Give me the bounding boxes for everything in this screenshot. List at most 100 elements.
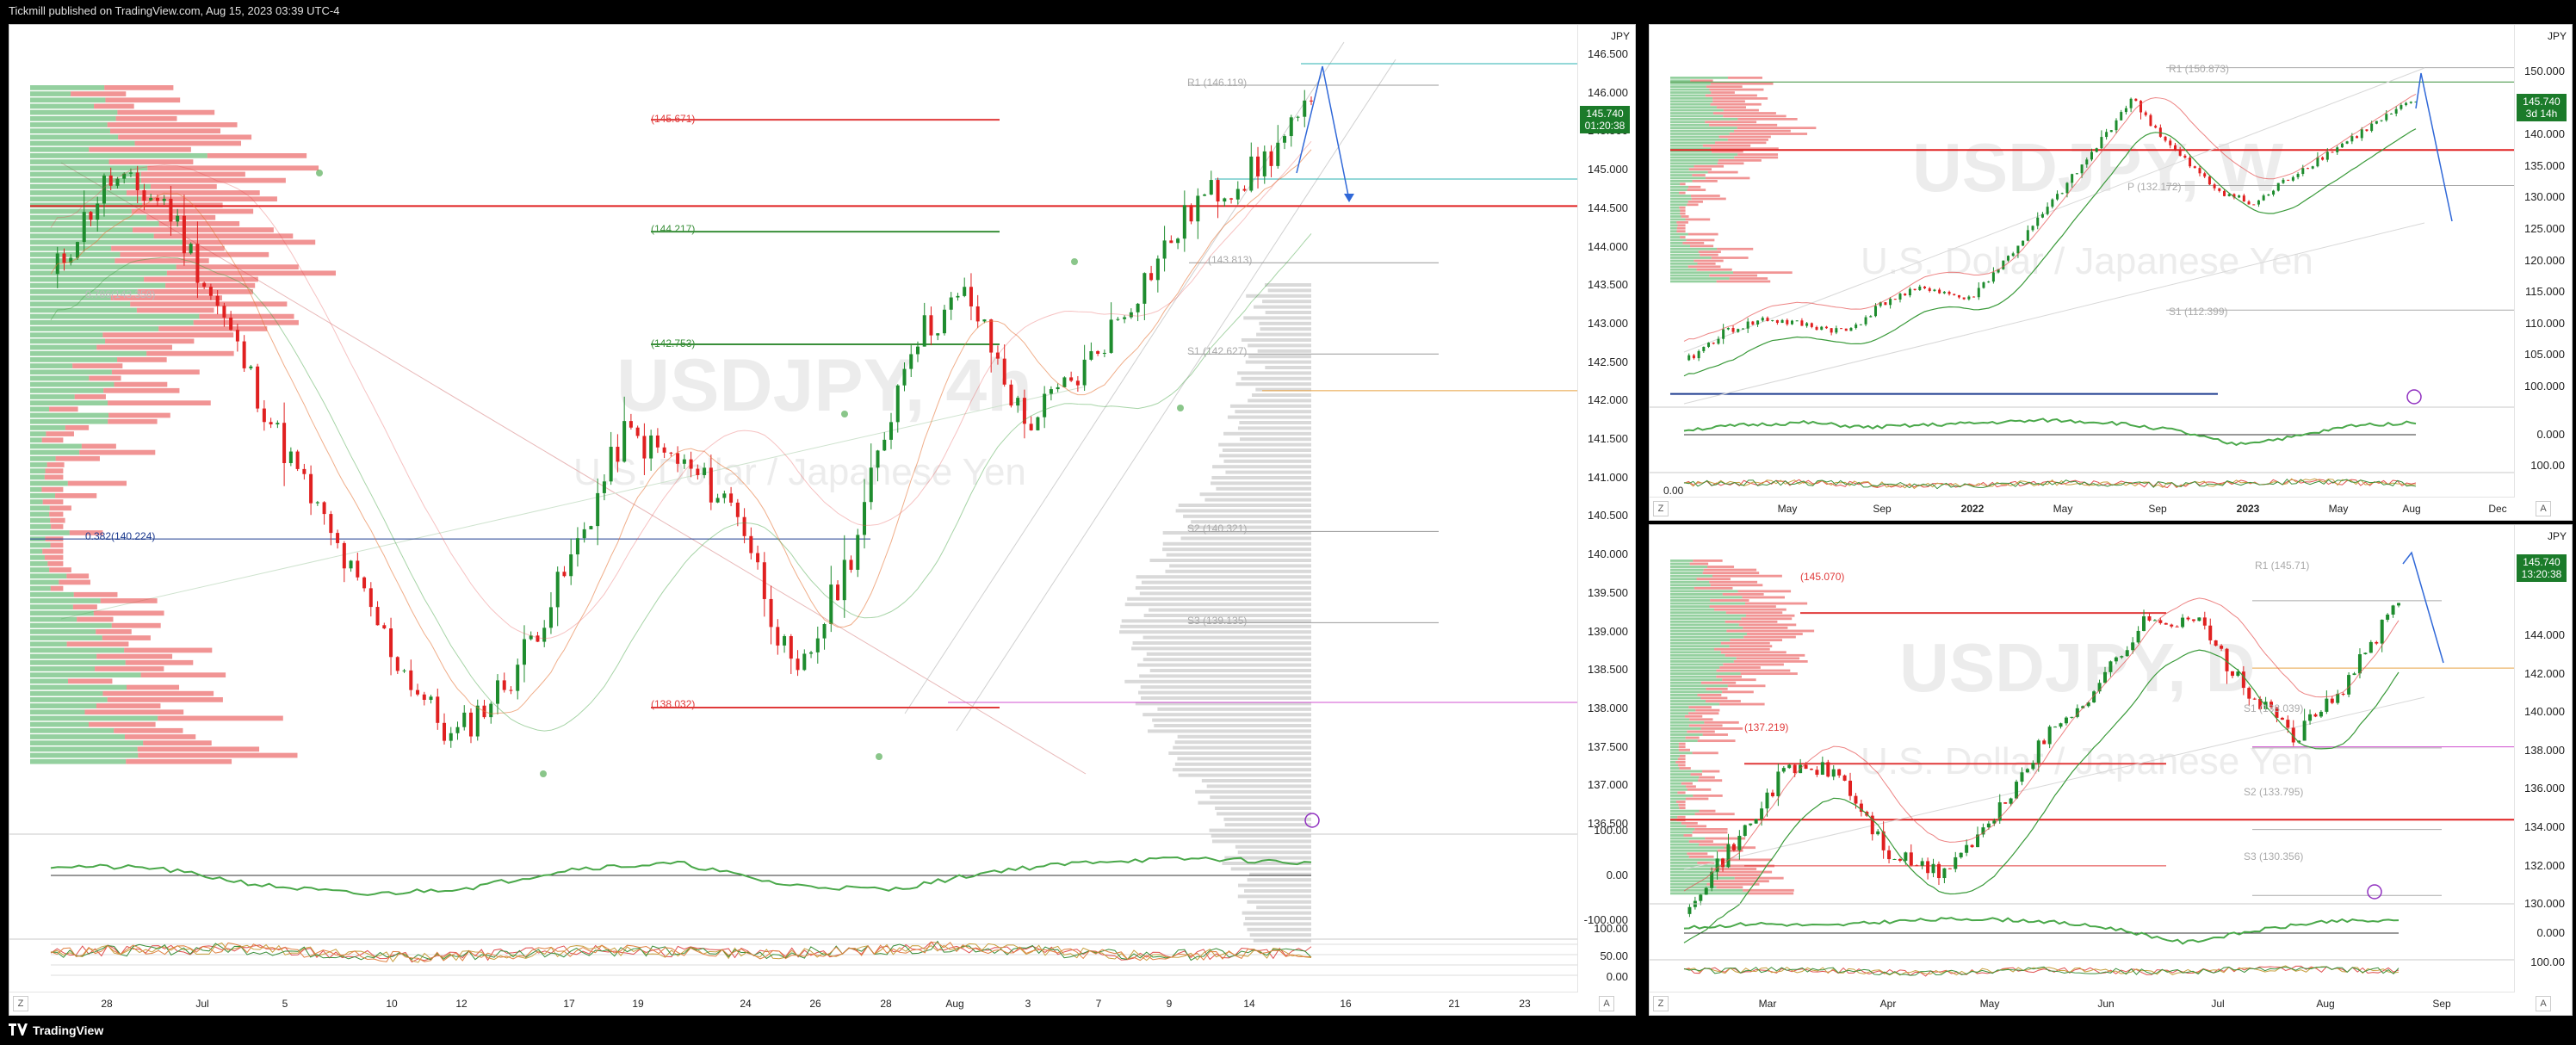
volume-profile-bar bbox=[30, 375, 90, 381]
time-tick-label: Aug bbox=[2316, 998, 2335, 1010]
stochastic-line bbox=[1683, 478, 2417, 490]
moving-average-line bbox=[1683, 128, 2417, 377]
candle-body bbox=[2095, 148, 2098, 152]
volume-profile-bar bbox=[1676, 221, 1688, 224]
candle-body bbox=[1849, 327, 1853, 331]
volume-profile-bar bbox=[1694, 828, 1728, 831]
candle-body bbox=[2178, 150, 2182, 156]
auto-scale-button[interactable]: A bbox=[2536, 996, 2551, 1011]
volume-profile-bar bbox=[1670, 672, 1741, 676]
candle-body bbox=[422, 694, 426, 701]
volume-profile-bar bbox=[1670, 590, 1738, 593]
candle-body bbox=[995, 352, 1000, 359]
oscillator-tick-label: 0.000 bbox=[2536, 926, 2565, 939]
pivot-dot bbox=[841, 411, 848, 417]
volume-profile-bar bbox=[1670, 633, 1747, 635]
candle-body bbox=[1915, 865, 1919, 867]
candle-body bbox=[282, 423, 287, 463]
volume-profile-bar bbox=[1670, 100, 1713, 103]
volume-profile-bar bbox=[1702, 572, 1760, 575]
price-axis-4h[interactable]: JPY 146.500146.000145.500145.000144.5001… bbox=[1577, 25, 1635, 1015]
candle-body bbox=[1697, 350, 1700, 359]
candle-body bbox=[542, 628, 547, 642]
zoom-toggle-button[interactable]: Z bbox=[1653, 501, 1669, 516]
volume-profile-bar bbox=[30, 295, 111, 300]
auto-scale-button[interactable]: A bbox=[2536, 501, 2551, 516]
price-chart-4h[interactable] bbox=[9, 25, 1578, 1015]
candle-body bbox=[96, 203, 100, 220]
oscillator-tick-label: 100.00 bbox=[1594, 824, 1628, 837]
chart-panel-4h[interactable]: USDJPY, 4h U.S. Dollar / Japanese Yen R1… bbox=[9, 24, 1636, 1016]
volume-profile-bar bbox=[130, 301, 288, 307]
oscillator-tick-label: 0.000 bbox=[2536, 428, 2565, 441]
level-144217-label: (144.217) bbox=[651, 223, 696, 235]
candle-body bbox=[295, 451, 300, 469]
chart-panel-daily[interactable]: USDJPY, D U.S. Dollar / Japanese Yen R1 … bbox=[1649, 524, 2573, 1016]
volume-profile-bar bbox=[30, 412, 109, 418]
price-tick-label: 141.000 bbox=[1588, 470, 1628, 484]
volume-profile-bar bbox=[1670, 702, 1720, 706]
candle-body bbox=[1908, 288, 1911, 296]
volume-profile-bar bbox=[1670, 218, 1686, 221]
volume-profile-bar bbox=[30, 344, 97, 350]
candle-body bbox=[722, 493, 727, 498]
candle-body bbox=[1741, 328, 1744, 330]
volume-profile-bar bbox=[109, 128, 221, 134]
candle-body bbox=[1016, 398, 1020, 406]
arrow-head-icon bbox=[1344, 194, 1354, 202]
volume-profile-bar bbox=[1670, 690, 1723, 694]
candle-body bbox=[1116, 318, 1120, 320]
volume-profile-bar bbox=[1670, 684, 1728, 688]
candle-body bbox=[1835, 328, 1838, 333]
time-tick-label: 21 bbox=[1448, 998, 1460, 1010]
time-axis-daily[interactable]: Mar Apr May Jun Jul Aug Sep bbox=[1650, 992, 2515, 1015]
price-chart-weekly[interactable] bbox=[1650, 25, 2515, 520]
price-tick-label: 142.500 bbox=[1588, 355, 1628, 368]
time-axis-4h[interactable]: 28 Jul 5 10 12 17 19 24 26 28 Aug 3 7 9 14 16 21 23 bbox=[9, 992, 1578, 1015]
moving-average-line bbox=[1683, 93, 2417, 342]
volume-profile-bar bbox=[1670, 221, 1677, 224]
zoom-toggle-button[interactable]: Z bbox=[1653, 996, 1669, 1011]
pivot-s1-label: S1 (112.399) bbox=[2169, 306, 2228, 318]
volume-profile-bar bbox=[30, 394, 75, 399]
price-tick-label: 150.000 bbox=[2524, 65, 2565, 77]
candle-body bbox=[622, 421, 627, 462]
volume-profile-bar bbox=[1157, 707, 1311, 711]
volume-profile-bar bbox=[1681, 215, 1689, 218]
auto-scale-button[interactable]: A bbox=[1599, 996, 1614, 1011]
candle-body bbox=[2269, 702, 2274, 708]
volume-profile-bar bbox=[1670, 135, 1719, 139]
volume-profile-bar bbox=[140, 177, 286, 183]
zoom-toggle-button[interactable]: Z bbox=[13, 996, 28, 1011]
volume-profile-bar bbox=[1687, 788, 1712, 791]
volume-profile-bar bbox=[69, 530, 103, 535]
candle-body bbox=[1162, 240, 1167, 259]
price-axis-daily[interactable]: JPY 144.000 142.000 140.000 138.000 136.000 1… bbox=[2514, 525, 2572, 1015]
candle-body bbox=[1933, 289, 1936, 292]
candle-body bbox=[762, 562, 766, 599]
volume-profile-bar bbox=[44, 474, 64, 480]
time-tick-label: 23 bbox=[1519, 998, 1531, 1010]
volume-profile-bar bbox=[1698, 250, 1721, 254]
volume-profile-bar bbox=[146, 350, 234, 356]
volume-profile-bar bbox=[1670, 182, 1681, 186]
candle-body bbox=[1805, 323, 1809, 326]
time-axis-weekly[interactable]: May Sep 2022 May Sep 2023 May Aug Dec bbox=[1650, 497, 2515, 520]
candle-body bbox=[1149, 273, 1154, 281]
candle-body bbox=[2102, 671, 2107, 683]
volume-profile-bar bbox=[1166, 553, 1311, 557]
candle-body bbox=[1844, 328, 1848, 331]
candle-body bbox=[288, 451, 293, 463]
price-chart-daily[interactable] bbox=[1650, 525, 2515, 1015]
volume-profile-bar bbox=[1206, 784, 1311, 788]
volume-profile-bar bbox=[72, 363, 123, 368]
volume-profile-bar bbox=[1692, 180, 1718, 182]
price-axis-weekly[interactable]: JPY 150.000145.000140.000135.000130.0001… bbox=[2514, 25, 2572, 520]
candle-body bbox=[1976, 834, 1980, 848]
time-tick-label: 24 bbox=[740, 998, 752, 1010]
volume-profile-bar bbox=[1690, 195, 1720, 197]
candle-body bbox=[1704, 887, 1708, 895]
volume-profile-bar bbox=[45, 468, 64, 474]
volume-profile-bar bbox=[1670, 224, 1678, 227]
chart-panel-weekly[interactable]: USDJPY, W U.S. Dollar / Japanese Yen R1 … bbox=[1649, 24, 2573, 521]
